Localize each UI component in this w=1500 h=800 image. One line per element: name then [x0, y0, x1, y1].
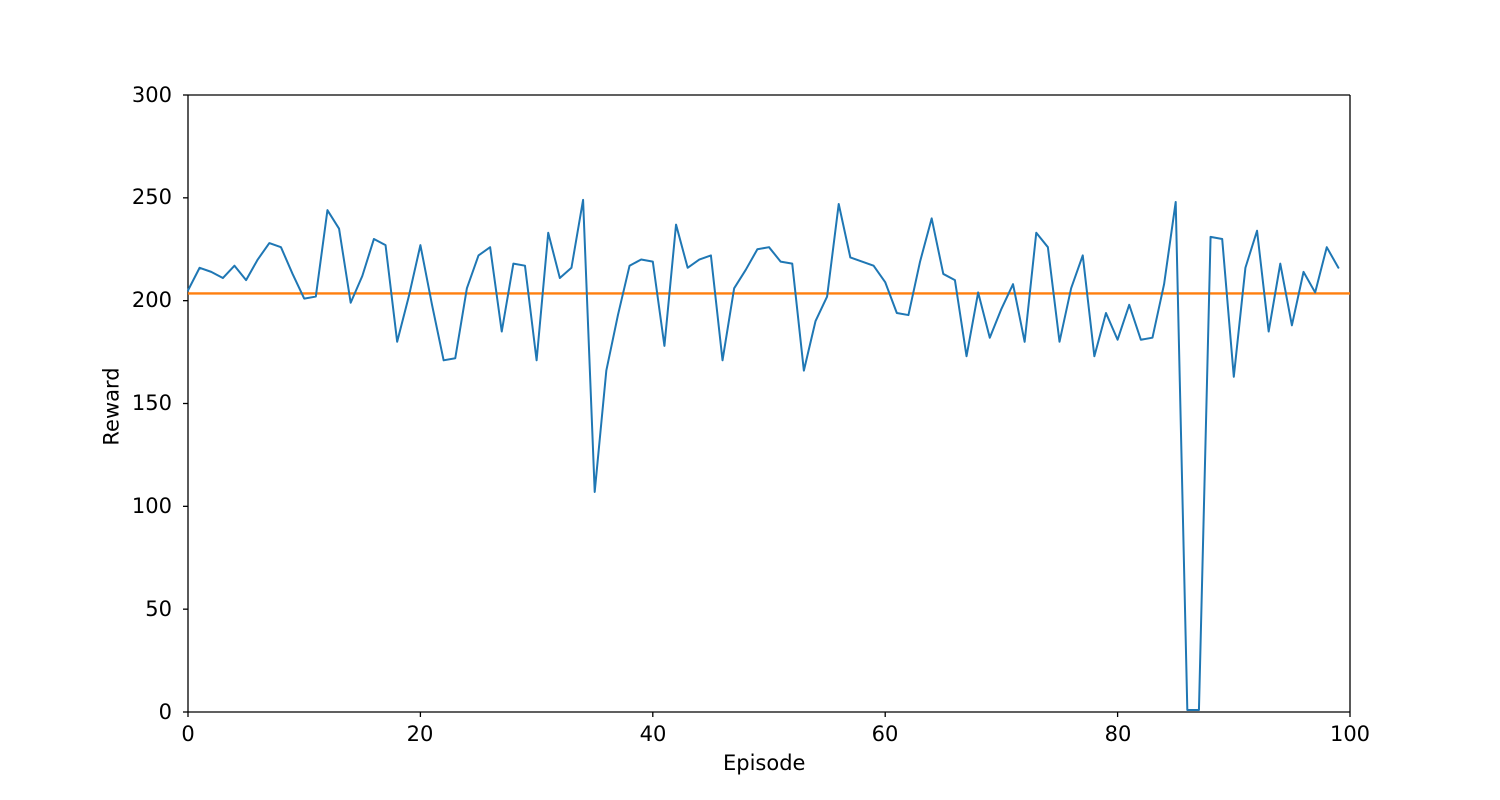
ytick-label-200: 200 — [131, 288, 172, 312]
data-layer — [187, 198, 1350, 711]
x-axis-title: Episode — [723, 751, 806, 775]
reward-series-line — [187, 198, 1340, 711]
xtick-label-40: 40 — [639, 722, 667, 746]
xtick-label-100: 100 — [1329, 722, 1371, 746]
xtick-label-80: 80 — [1104, 722, 1132, 746]
ytick-label-50: 50 — [145, 597, 172, 621]
y-axis-title: Reward — [99, 367, 124, 446]
xtick-label-20: 20 — [406, 722, 434, 746]
axis-ticks — [183, 94, 1351, 717]
xtick-label-60: 60 — [871, 722, 899, 746]
ytick-label-100: 100 — [131, 494, 172, 518]
xtick-label-0: 0 — [181, 722, 195, 746]
ytick-label-0: 0 — [158, 700, 172, 724]
ytick-label-150: 150 — [131, 391, 172, 415]
ytick-label-300: 300 — [131, 83, 172, 107]
ytick-label-250: 250 — [131, 185, 172, 209]
